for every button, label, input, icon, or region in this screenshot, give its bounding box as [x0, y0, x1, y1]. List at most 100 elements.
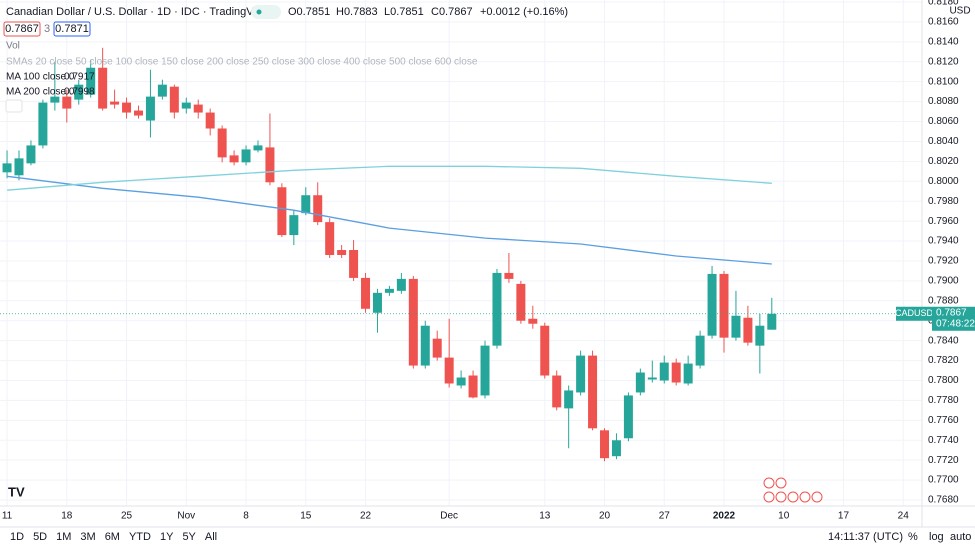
range-button[interactable]: 6M: [105, 531, 120, 543]
candle-body: [133, 110, 143, 116]
ask-box[interactable]: [53, 21, 91, 37]
status-pill[interactable]: [251, 5, 281, 19]
collapse-button[interactable]: [5, 99, 23, 113]
range-button[interactable]: 1M: [56, 531, 71, 543]
range-button[interactable]: 1Y: [160, 531, 174, 543]
y-tick-label: 0.7880: [928, 295, 959, 306]
x-tick-label: 18: [61, 511, 73, 522]
candle-body: [253, 145, 263, 151]
range-button[interactable]: All: [205, 531, 217, 543]
range-button[interactable]: 3M: [80, 531, 95, 543]
currency: USD: [949, 6, 970, 17]
candle-body: [193, 104, 203, 113]
y-tick-label: 0.8180: [928, 0, 959, 8]
log-toggle[interactable]: log: [929, 531, 944, 543]
candle-body: [480, 345, 490, 396]
range-button[interactable]: 5Y: [182, 531, 196, 543]
ma200-label: MA 200 close 0: [6, 87, 75, 98]
candle-body: [647, 377, 657, 380]
candle-body: [683, 363, 693, 384]
x-tick-label: Nov: [177, 511, 195, 522]
candle-body: [600, 430, 610, 459]
candle-body: [564, 390, 574, 409]
y-tick-label: 0.8160: [928, 17, 959, 28]
vol-label: Vol: [6, 41, 20, 52]
candle-body: [588, 355, 598, 429]
range-button[interactable]: 5D: [33, 531, 47, 543]
candle-body: [277, 187, 287, 236]
candle-body: [74, 84, 84, 100]
y-tick-label: 0.7840: [928, 335, 959, 346]
y-tick-label: 0.7720: [928, 455, 959, 466]
ma100-label: MA 100 close 0: [6, 72, 75, 83]
candle-body: [707, 273, 717, 336]
range-button[interactable]: 1D: [10, 531, 24, 543]
y-tick-label: 0.8040: [928, 136, 959, 147]
candle-body: [576, 355, 586, 393]
candle-body: [540, 325, 550, 376]
symbol-tag: [896, 306, 932, 321]
candle-body: [659, 362, 669, 381]
candle-body: [145, 96, 155, 121]
candle-body: [14, 158, 24, 176]
y-tick-label: 0.8140: [928, 36, 959, 47]
percent-toggle[interactable]: %: [908, 531, 918, 543]
candle-body: [325, 222, 335, 255]
candle-body: [265, 147, 275, 183]
ma100-value: 0.7917: [64, 72, 95, 83]
candle-body: [157, 84, 167, 97]
x-tick-label: 2022: [713, 511, 736, 522]
candle-body: [86, 67, 96, 95]
candle-body: [110, 101, 120, 105]
y-tick-label: 0.7700: [928, 475, 959, 486]
candle-body: [671, 362, 681, 383]
bid-box[interactable]: [3, 21, 41, 37]
price-tag: [932, 306, 975, 331]
bid: 0.7867: [5, 23, 39, 35]
y-tick-label: 0.8080: [928, 96, 959, 107]
status-dot: [256, 9, 262, 15]
candle-body: [623, 395, 633, 439]
candle-body: [2, 163, 12, 173]
x-tick-label: Dec: [440, 511, 458, 522]
y-tick-label: 0.7800: [928, 375, 959, 386]
candle-body: [313, 195, 323, 223]
candle-body: [444, 357, 454, 384]
y-tick-label: 0.7820: [928, 355, 959, 366]
ohlc-change: +0.0012 (+0.16%): [480, 6, 568, 18]
candle-body: [743, 317, 753, 343]
candle-body: [361, 277, 371, 309]
candle-body: [205, 112, 215, 129]
candle-body: [432, 338, 442, 358]
candle-body: [50, 96, 60, 103]
candle-body: [301, 195, 311, 214]
y-tick-label: 0.8100: [928, 76, 959, 87]
candle-body: [289, 215, 299, 236]
chart-title: Canadian Dollar / U.S. Dollar · 1D · IDC…: [6, 6, 270, 18]
ohlc-low: L0.7851: [384, 6, 424, 18]
smas-label: SMAs 20 close 50 close 100 close 150 clo…: [6, 57, 478, 68]
plot: [0, 47, 922, 462]
y-tick-label: 0.7960: [928, 216, 959, 227]
x-tick-label: 24: [898, 511, 910, 522]
candle-body: [62, 96, 72, 109]
candle-body: [695, 335, 705, 366]
auto-toggle[interactable]: auto: [950, 531, 971, 543]
y-tick-label: 0.8060: [928, 116, 959, 127]
moving-average: [7, 175, 772, 265]
candle-body: [181, 102, 191, 109]
x-tick-label: 8: [243, 511, 249, 522]
ask: 0.7871: [55, 23, 89, 35]
grid: [0, 0, 922, 506]
candle-body: [635, 372, 645, 393]
x-tick-label: 20: [599, 511, 611, 522]
candle-body: [755, 325, 765, 346]
candle-body: [38, 102, 48, 146]
tv-logo: TV: [8, 484, 25, 499]
y-tick-label: 0.7680: [928, 495, 959, 506]
x-tick-label: 13: [539, 511, 551, 522]
y-tick-label: 0.7780: [928, 395, 959, 406]
price-label: 0.7867: [936, 307, 967, 318]
range-button[interactable]: YTD: [129, 531, 151, 543]
